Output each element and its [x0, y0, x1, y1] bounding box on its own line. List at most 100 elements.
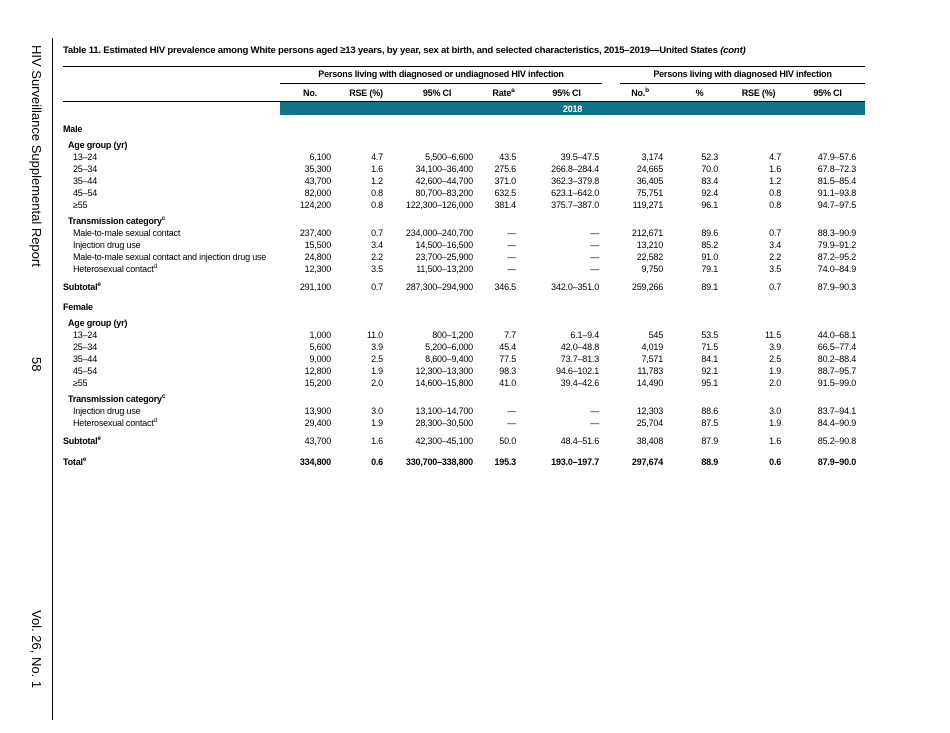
cell: 545 [648, 330, 664, 340]
label-text: ≥55 [73, 200, 88, 210]
cell: 53.5 [701, 330, 719, 340]
subgroup-title: Transmission categoryc [63, 389, 865, 405]
row-label: 35–44 [63, 353, 280, 365]
label-text: Subtotal [63, 436, 98, 446]
cell: 3.5 [371, 264, 383, 274]
cell: 94.6–102.1 [555, 366, 600, 376]
cell: 6,100 [309, 152, 331, 162]
label-text: Age group (yr) [68, 140, 128, 150]
cell: 15,200 [304, 378, 332, 388]
cell: 2.5 [371, 354, 383, 364]
cell: 12,800 [304, 366, 332, 376]
cell: 73.7–81.3 [560, 354, 600, 364]
label-text: Rate [492, 87, 512, 98]
cell: 11,500–13,200 [416, 264, 473, 274]
data-row: Male-to-male sexual contact and injectio… [63, 251, 865, 263]
label-text: 25–34 [73, 164, 98, 174]
cell: 74.0–84.9 [817, 264, 857, 274]
cell: 9,750 [641, 264, 664, 274]
cell: 87.9 [701, 436, 719, 446]
cell: 1.6 [371, 436, 383, 446]
footnote-mark: d [153, 263, 158, 270]
cell: 0.8 [769, 200, 782, 210]
cell: 8,600–9,400 [425, 354, 473, 364]
cell: 42.0–48.8 [560, 342, 600, 352]
report-name: HIV Surveillance Supplemental Report [29, 45, 44, 267]
cell: 79.9–91.2 [817, 240, 857, 250]
cell: 34,100–36,400 [415, 164, 474, 174]
label-text: Injection drug use [73, 240, 141, 250]
cell: 297,674 [631, 457, 664, 467]
cell: 66.5–77.4 [817, 342, 857, 352]
cell: 14,500–16,500 [415, 240, 474, 250]
cell: 5,200–6,000 [425, 342, 473, 352]
cell: 95.1 [701, 378, 719, 388]
cell: 237,400 [299, 228, 331, 238]
column-header: No.b [608, 84, 673, 102]
cell: 84.1 [701, 354, 719, 364]
cell: 632.5 [494, 188, 516, 198]
cell: 334,800 [299, 457, 331, 467]
row-label: Injection drug use [63, 405, 280, 417]
cell: 3,174 [641, 152, 664, 162]
data-row: 13–24 6,100 4.7 5,500–6,600 43.5 39.5–47.5 3,1… [63, 151, 865, 163]
cell: 2.2 [371, 252, 383, 262]
data-row: ≥55 124,200 0.8 122,300–126,000 381.4 375.7–3… [63, 199, 865, 211]
label-text: Male-to-male sexual contact [73, 228, 181, 238]
cell: 1.2 [371, 176, 383, 186]
cell: 0.6 [769, 457, 782, 467]
label-text: RSE (%) [349, 87, 383, 98]
cell: 0.7 [769, 228, 782, 238]
cell: 24,665 [636, 164, 664, 174]
cell: 0.6 [371, 457, 383, 467]
group-label: Persons living with diagnosed or undiagn… [280, 68, 603, 84]
label-text: Subtotal [63, 282, 98, 292]
label-text: RSE (%) [741, 87, 776, 98]
label-text: Total [63, 457, 83, 467]
cell: 3.0 [371, 406, 383, 416]
cell: 85.2–90.8 [817, 436, 857, 446]
row-label: Totale [63, 447, 280, 468]
label-text: 35–44 [73, 176, 98, 186]
footnote-mark: e [97, 281, 101, 288]
cell: 42,300–45,100 [415, 436, 474, 446]
label-text: 45–54 [73, 188, 98, 198]
cell: 87.9–90.3 [817, 282, 857, 292]
total-row: Totale 334,800 0.6 330,700–338,800 195.3 193.… [63, 447, 865, 468]
row-label: 25–34 [63, 341, 280, 353]
cell: 88.7–95.7 [817, 366, 857, 376]
cell: 275.6 [494, 164, 516, 174]
subtotal-row: Subtotale 291,100 0.7 287,300–294,900 346.5 3… [63, 275, 865, 293]
cell: 13,100–14,700 [415, 406, 474, 416]
cell: 1.9 [769, 418, 782, 428]
cell: 330,700–338,800 [405, 457, 473, 467]
data-row: 13–24 1,000 11.0 800–1,200 7.7 6.1–9.4 545 53.5… [63, 329, 865, 341]
data-row: Injection drug use 13,900 3.0 13,100–14,700… [63, 405, 865, 417]
blank-cell [63, 84, 280, 102]
cell: 7,571 [641, 354, 664, 364]
cell: 4,019 [641, 342, 664, 352]
footnote-mark: e [97, 435, 101, 442]
row-label: 13–24 [63, 151, 280, 163]
cell: 28,300–30,500 [415, 418, 474, 428]
group-header: Persons living with diagnosed or undiagn… [280, 66, 609, 84]
cell: 4.7 [769, 152, 782, 162]
cell: — [590, 252, 600, 262]
cell: 0.7 [769, 282, 782, 292]
cell: 75,751 [636, 188, 664, 198]
data-row: Heterosexual contactd 12,300 3.5 11,500–13,… [63, 263, 865, 275]
cell: 23,700–25,900 [415, 252, 474, 262]
column-header: 95% CI [392, 84, 482, 102]
cell: 82,000 [304, 188, 332, 198]
cell: 50.0 [499, 436, 516, 446]
label-text: 13–24 [73, 152, 98, 162]
section-row: Female [63, 293, 865, 313]
subtotal-row: Subtotale 43,700 1.6 42,300–45,100 50.0 48.4–… [63, 429, 865, 447]
cell: 287,300–294,900 [405, 282, 473, 292]
cell: 24,800 [304, 252, 332, 262]
row-label: 13–24 [63, 329, 280, 341]
row-label: 45–54 [63, 365, 280, 377]
cell: 80,700–83,200 [415, 188, 474, 198]
cell: 291,100 [299, 282, 331, 292]
